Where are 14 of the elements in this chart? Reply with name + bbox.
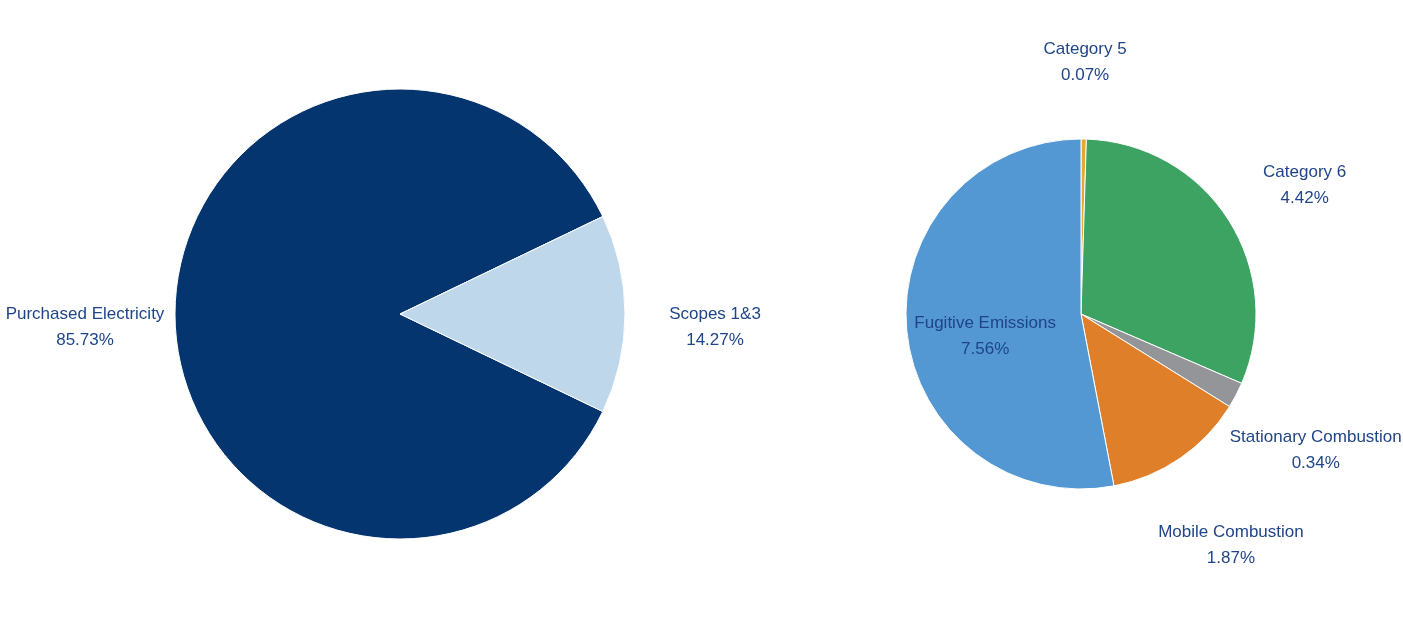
data-label: 0.07% [1060,65,1110,85]
slice-label: Mobile Combustion [1158,522,1304,542]
slice-label: Purchased Electricity [5,304,165,323]
data-label: 85.73% [56,330,114,349]
data-label: 4.42% [1280,187,1329,207]
slice-label: Category 5 [1043,39,1127,59]
slice-label: Fugitive Emissions [914,313,1057,333]
data-label: 0.34% [1291,452,1340,472]
data-label: 7.56% [961,339,1010,359]
slice-label: Category 6 [1263,161,1347,181]
data-label: 1.87% [1206,548,1256,568]
slice-label: Stationary Combustion [1229,426,1402,446]
data-label: 14.27% [686,330,744,349]
slice-label: Scopes 1&3 [669,304,761,323]
